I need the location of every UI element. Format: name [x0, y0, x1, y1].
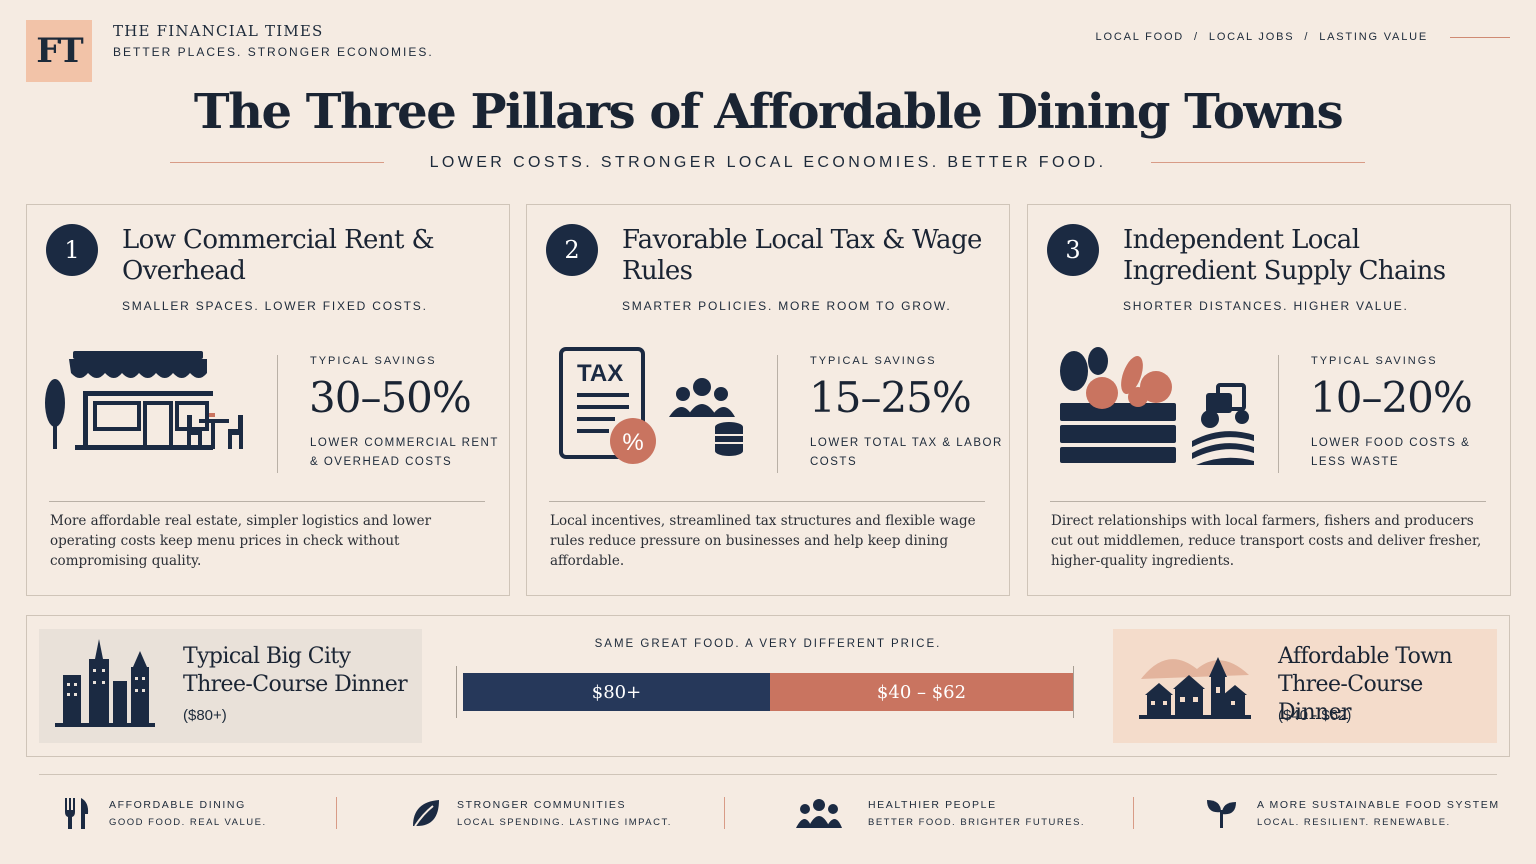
bar-bracket-left: [456, 666, 457, 718]
footer-item-title: AFFORDABLE DINING: [109, 799, 246, 811]
footer-divider: [724, 797, 725, 829]
footer-item-subtitle: LOCAL. RESILIENT. RENEWABLE.: [1257, 817, 1451, 828]
people-icon: [796, 799, 842, 828]
fork-knife-icon: [65, 798, 89, 829]
savings-divider: [277, 355, 278, 473]
skyline-icon: [55, 639, 155, 727]
pillar-description: Local incentives, streamlined tax struct…: [550, 513, 976, 569]
nav-accent-line: [1450, 37, 1510, 38]
card-divider: [549, 501, 985, 502]
footer-rule: [39, 774, 1497, 775]
big-city-price-bar: $80+: [463, 673, 770, 711]
pillar-title: Independent Local Ingredient Supply Chai…: [1123, 225, 1446, 286]
page-subtitle: LOWER COSTS. STRONGER LOCAL ECONOMIES. B…: [429, 154, 1107, 171]
village-icon: [1139, 657, 1251, 719]
footer-divider: [336, 797, 337, 829]
savings-description: LOWER COMMERCIAL RENT & OVERHEAD COSTS: [310, 437, 499, 468]
pillar-subtitle: SMALLER SPACES. LOWER FIXED COSTS.: [122, 299, 428, 313]
pillar-number-badge: 3: [1047, 224, 1099, 276]
pillar-card-tax: 2 Favorable Local Tax & Wage Rules SMART…: [526, 204, 1010, 596]
nav-separator: /: [1194, 31, 1199, 43]
storefront-icon: [45, 351, 243, 450]
savings-divider: [1278, 355, 1279, 473]
big-city-price: ($80+): [183, 707, 227, 724]
pillar-description: More affordable real estate, simpler log…: [50, 513, 432, 569]
footer-item-title: A MORE SUSTAINABLE FOOD SYSTEM: [1257, 799, 1500, 811]
footer-item-subtitle: BETTER FOOD. BRIGHTER FUTURES.: [868, 817, 1086, 828]
footer-item-subtitle: GOOD FOOD. REAL VALUE.: [109, 817, 267, 828]
card-divider: [1050, 501, 1486, 502]
top-nav: LOCAL FOOD / LOCAL JOBS / LASTING VALUE: [1096, 31, 1428, 43]
footer-item-title: HEALTHIER PEOPLE: [868, 799, 997, 811]
produce-crate-icon: [1060, 347, 1254, 465]
savings-value: 15–25%: [809, 373, 972, 422]
affordable-town-box: Affordable Town Three-Course Dinner ($40…: [1113, 629, 1497, 743]
savings-label: TYPICAL SAVINGS: [310, 355, 437, 367]
pillar-card-supply: 3 Independent Local Ingredient Supply Ch…: [1027, 204, 1511, 596]
tax-document-icon: TAX %: [559, 347, 743, 464]
pillar-description: Direct relationships with local farmers,…: [1051, 513, 1482, 569]
pillar-number-badge: 1: [46, 224, 98, 276]
leaf-icon: [413, 800, 439, 827]
savings-value: 30–50%: [309, 373, 472, 422]
subtitle-rule-left: [170, 162, 384, 163]
bar-bracket-right: [1073, 666, 1074, 718]
savings-divider: [777, 355, 778, 473]
brand-tagline: BETTER PLACES. STRONGER ECONOMIES.: [113, 45, 434, 59]
pillar-subtitle: SHORTER DISTANCES. HIGHER VALUE.: [1123, 299, 1409, 313]
card-divider: [49, 501, 485, 502]
savings-label: TYPICAL SAVINGS: [810, 355, 937, 367]
subtitle-rule-right: [1151, 162, 1365, 163]
percent-badge-text: %: [622, 429, 643, 456]
nav-item-local-jobs[interactable]: LOCAL JOBS: [1208, 31, 1295, 43]
comparison-caption: SAME GREAT FOOD. A VERY DIFFERENT PRICE.: [594, 638, 942, 650]
town-price: ($40 - $62): [1278, 707, 1352, 724]
savings-description: LOWER TOTAL TAX & LABOR COSTS: [810, 437, 1003, 468]
brand-name: THE FINANCIAL TIMES: [113, 22, 324, 40]
savings-label: TYPICAL SAVINGS: [1311, 355, 1438, 367]
pillar-title: Low Commercial Rent & Overhead: [122, 225, 435, 286]
footer-divider: [1133, 797, 1134, 829]
nav-separator: /: [1304, 31, 1310, 43]
town-price-bar: $40 – $62: [770, 673, 1073, 711]
big-city-box: Typical Big City Three-Course Dinner ($8…: [39, 629, 422, 743]
pillar-card-rent: 1 Low Commercial Rent & Overhead SMALLER…: [26, 204, 510, 596]
savings-description: LOWER FOOD COSTS & LESS WASTE: [1311, 437, 1471, 468]
pillar-title: Favorable Local Tax & Wage Rules: [622, 225, 982, 286]
sprout-icon: [1207, 800, 1236, 828]
nav-item-local-food[interactable]: LOCAL FOOD: [1095, 31, 1185, 43]
footer-item-subtitle: LOCAL SPENDING. LASTING IMPACT.: [457, 817, 672, 828]
footer-item-title: STRONGER COMMUNITIES: [457, 799, 627, 811]
town-title: Affordable Town Three-Course Dinner: [1278, 644, 1453, 725]
big-city-title: Typical Big City Three-Course Dinner: [183, 644, 408, 697]
price-comparison-panel: [26, 615, 1510, 757]
page-title: The Three Pillars of Affordable Dining T…: [193, 84, 1344, 140]
ft-logo[interactable]: FT: [26, 20, 92, 82]
savings-value: 10–20%: [1310, 373, 1473, 422]
pillar-subtitle: SMARTER POLICIES. MORE ROOM TO GROW.: [622, 299, 952, 313]
nav-item-lasting-value[interactable]: LASTING VALUE: [1319, 31, 1428, 43]
tax-icon-text: TAX: [577, 360, 623, 387]
pillar-number-badge: 2: [546, 224, 598, 276]
